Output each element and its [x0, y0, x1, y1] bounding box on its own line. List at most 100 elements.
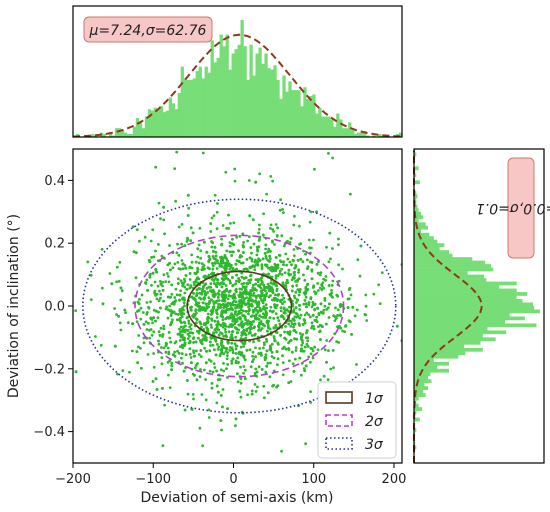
- scatter-point: [253, 268, 257, 271]
- scatter-point: [183, 321, 187, 325]
- scatter-point: [175, 293, 179, 297]
- right-histogram-bar: [414, 190, 417, 195]
- scatter-point: [274, 274, 278, 278]
- scatter-point: [265, 306, 269, 310]
- right-histogram-bar: [414, 285, 500, 289]
- scatter-point: [306, 339, 310, 343]
- scatter-point: [151, 380, 155, 383]
- scatter-point: [308, 220, 312, 224]
- scatter-point: [324, 275, 328, 278]
- scatter-point: [234, 417, 238, 421]
- scatter-point: [188, 352, 192, 356]
- scatter-point: [218, 354, 222, 358]
- scatter-point: [278, 253, 281, 257]
- scatter-point: [142, 336, 146, 340]
- scatter-point: [353, 314, 357, 318]
- scatter-point: [275, 350, 279, 353]
- scatter-point: [213, 328, 217, 332]
- scatter-point: [262, 283, 265, 287]
- scatter-point: [116, 372, 119, 376]
- scatter-point: [200, 291, 204, 294]
- scatter-point: [192, 341, 195, 344]
- top-histogram-bar: [399, 132, 403, 137]
- top-histogram-bar: [192, 78, 196, 137]
- scatter-point: [251, 289, 254, 292]
- scatter-point: [266, 266, 270, 270]
- scatter-point: [292, 323, 296, 327]
- top-histogram-bar: [153, 107, 158, 137]
- right-histogram-bar: [414, 180, 420, 185]
- scatter-point: [350, 333, 353, 336]
- scatter-point: [195, 301, 198, 304]
- top-histogram-bar: [297, 90, 301, 137]
- scatter-point: [234, 352, 238, 355]
- scatter-point: [207, 302, 210, 305]
- scatter-point: [226, 363, 230, 366]
- scatter-point: [86, 260, 90, 264]
- scatter-point: [293, 214, 296, 218]
- scatter-point: [309, 296, 313, 299]
- scatter-point: [252, 310, 255, 314]
- scatter-point: [179, 345, 182, 348]
- scatter-point: [132, 250, 136, 254]
- scatter-point: [256, 263, 260, 267]
- scatter-point: [211, 267, 215, 271]
- scatter-point: [229, 306, 233, 310]
- scatter-point: [297, 224, 301, 228]
- scatter-point: [151, 228, 155, 232]
- scatter-point: [231, 266, 235, 270]
- scatter-point: [206, 317, 209, 321]
- scatter-point: [231, 296, 235, 300]
- scatter-point: [222, 278, 225, 282]
- top-histogram-bar: [273, 65, 277, 137]
- scatter-point: [294, 290, 298, 294]
- scatter-point: [189, 285, 193, 289]
- scatter-point: [226, 354, 229, 357]
- scatter-point: [257, 259, 261, 263]
- scatter-point: [266, 329, 269, 333]
- scatter-point: [270, 351, 274, 354]
- scatter-point: [217, 289, 221, 293]
- scatter-point: [203, 346, 207, 350]
- right-histogram-bar: [414, 323, 537, 328]
- scatter-point: [271, 282, 275, 286]
- scatter-point: [224, 334, 228, 338]
- scatter-point: [260, 265, 264, 269]
- scatter-point: [152, 352, 156, 355]
- scatter-point: [234, 318, 237, 322]
- scatter-point: [176, 349, 179, 353]
- scatter-point: [287, 341, 290, 345]
- right-histogram-bar: [414, 197, 417, 202]
- scatter-point: [177, 318, 181, 321]
- scatter-point: [118, 260, 122, 264]
- scatter-point: [240, 334, 244, 337]
- scatter-point: [180, 311, 184, 315]
- scatter-point: [310, 261, 314, 264]
- scatter-point: [234, 424, 237, 428]
- scatter-point: [210, 245, 214, 249]
- scatter-point: [256, 278, 260, 281]
- scatter-point: [194, 260, 198, 264]
- scatter-point: [197, 331, 201, 335]
- scatter-point: [148, 275, 152, 279]
- right-stat-label: μ=0.0,σ=0.1: [476, 200, 550, 216]
- scatter-point: [186, 238, 190, 241]
- scatter-point: [306, 345, 310, 348]
- scatter-point: [316, 348, 320, 352]
- scatter-point: [319, 271, 323, 274]
- scatter-point: [239, 365, 242, 369]
- scatter-point: [155, 270, 159, 274]
- scatter-point: [276, 316, 280, 320]
- scatter-point: [260, 293, 263, 297]
- scatter-point: [204, 302, 208, 306]
- scatter-point: [228, 323, 232, 327]
- legend-swatch-1sigma: [325, 391, 353, 404]
- scatter-point: [206, 266, 210, 270]
- scatter-point: [246, 302, 249, 305]
- scatter-point: [199, 256, 203, 260]
- scatter-point: [322, 308, 326, 312]
- scatter-point: [222, 369, 226, 373]
- scatter-point: [240, 300, 244, 304]
- scatter-point: [154, 165, 158, 169]
- scatter-point: [249, 278, 253, 282]
